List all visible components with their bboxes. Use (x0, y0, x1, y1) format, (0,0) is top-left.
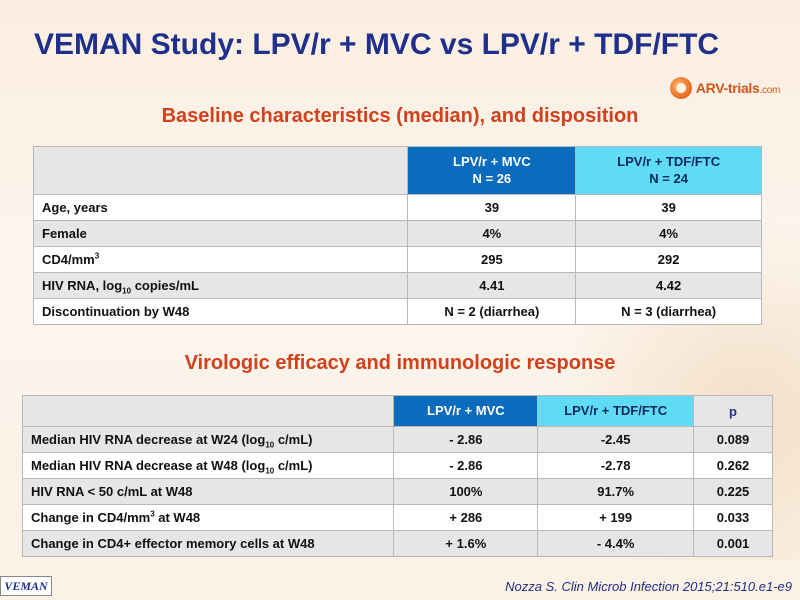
table-row: Change in CD4/mm3 at W48 + 286 + 199 0.0… (21, 504, 773, 531)
table-row: Median HIV RNA decrease at W24 (log10 c/… (21, 426, 773, 453)
p-value: 0.033 (693, 504, 773, 531)
value-mvc: 295 (407, 246, 577, 273)
table-header-row: LPV/r + MVC N = 26 LPV/r + TDF/FTC N = 24 (32, 146, 762, 195)
header-lpv-tdf: LPV/r + TDF/FTC (537, 395, 695, 427)
table-row: Female 4% 4% (32, 220, 762, 247)
row-label: Median HIV RNA decrease at W48 (log10 c/… (21, 452, 395, 479)
value-tdf: 39 (575, 194, 762, 221)
table-row: HIV RNA < 50 c/mL at W48 100% 91.7% 0.22… (21, 478, 773, 505)
logo-icon (669, 77, 692, 99)
table-row: Median HIV RNA decrease at W48 (log10 c/… (21, 452, 773, 479)
p-value: 0.225 (693, 478, 773, 505)
value-mvc: + 1.6% (393, 530, 539, 557)
efficacy-heading: Virologic efficacy and immunologic respo… (184, 352, 616, 374)
table-row: HIV RNA, log10 copies/mL 4.41 4.42 (32, 272, 762, 299)
header-lpv-tdf: LPV/r + TDF/FTC N = 24 (575, 146, 762, 195)
header-lpv-mvc: LPV/r + MVC (393, 395, 539, 427)
value-tdf: 4% (575, 220, 762, 247)
value-mvc: N = 2 (diarrhea) (407, 298, 577, 325)
table-row: Change in CD4+ effector memory cells at … (21, 530, 773, 557)
arv-trials-logo: ARV-trials.com (669, 75, 780, 101)
value-mvc: - 2.86 (393, 426, 539, 453)
value-mvc: 39 (407, 194, 577, 221)
row-label: Median HIV RNA decrease at W24 (log10 c/… (21, 426, 395, 453)
table-header-row: LPV/r + MVC LPV/r + TDF/FTC p (21, 395, 773, 427)
logo-text: ARV-trials.com (695, 80, 780, 96)
header-p-value: p (693, 395, 773, 427)
reference-citation: Nozza S. Clin Microb Infection 2015;21:5… (505, 579, 792, 594)
row-label: Change in CD4/mm3 at W48 (21, 504, 395, 531)
value-tdf: -2.45 (537, 426, 695, 453)
table-row: CD4/mm3 295 292 (32, 246, 762, 273)
baseline-heading: Baseline characteristics (median), and d… (161, 105, 639, 127)
row-label: HIV RNA < 50 c/mL at W48 (21, 478, 395, 505)
value-mvc: 100% (393, 478, 539, 505)
value-mvc: - 2.86 (393, 452, 539, 479)
header-lpv-mvc: LPV/r + MVC N = 26 (407, 146, 577, 195)
slide-title: VEMAN Study: LPV/r + MVC vs LPV/r + TDF/… (34, 28, 720, 61)
value-tdf: + 199 (537, 504, 695, 531)
value-tdf: 91.7% (537, 478, 695, 505)
row-label: CD4/mm3 (32, 246, 409, 273)
efficacy-table: LPV/r + MVC LPV/r + TDF/FTC p Median HIV… (21, 395, 773, 557)
header-blank-cell (32, 146, 409, 195)
row-label: Female (32, 220, 409, 247)
table-row: Age, years 39 39 (32, 194, 762, 221)
row-label: Age, years (32, 194, 409, 221)
p-value: 0.089 (693, 426, 773, 453)
value-mvc: 4.41 (407, 272, 577, 299)
row-label: HIV RNA, log10 copies/mL (32, 272, 409, 299)
value-tdf: -2.78 (537, 452, 695, 479)
header-blank-cell (21, 395, 395, 427)
value-mvc: 4% (407, 220, 577, 247)
row-label: Discontinuation by W48 (32, 298, 409, 325)
row-label: Change in CD4+ effector memory cells at … (21, 530, 395, 557)
baseline-table: LPV/r + MVC N = 26 LPV/r + TDF/FTC N = 24 … (32, 146, 762, 325)
veman-badge: VEMAN (0, 576, 52, 596)
table-row: Discontinuation by W48 N = 2 (diarrhea) … (32, 298, 762, 325)
value-tdf: - 4.4% (537, 530, 695, 557)
value-tdf: N = 3 (diarrhea) (575, 298, 762, 325)
p-value: 0.262 (693, 452, 773, 479)
value-tdf: 292 (575, 246, 762, 273)
value-tdf: 4.42 (575, 272, 762, 299)
p-value: 0.001 (693, 530, 773, 557)
value-mvc: + 286 (393, 504, 539, 531)
